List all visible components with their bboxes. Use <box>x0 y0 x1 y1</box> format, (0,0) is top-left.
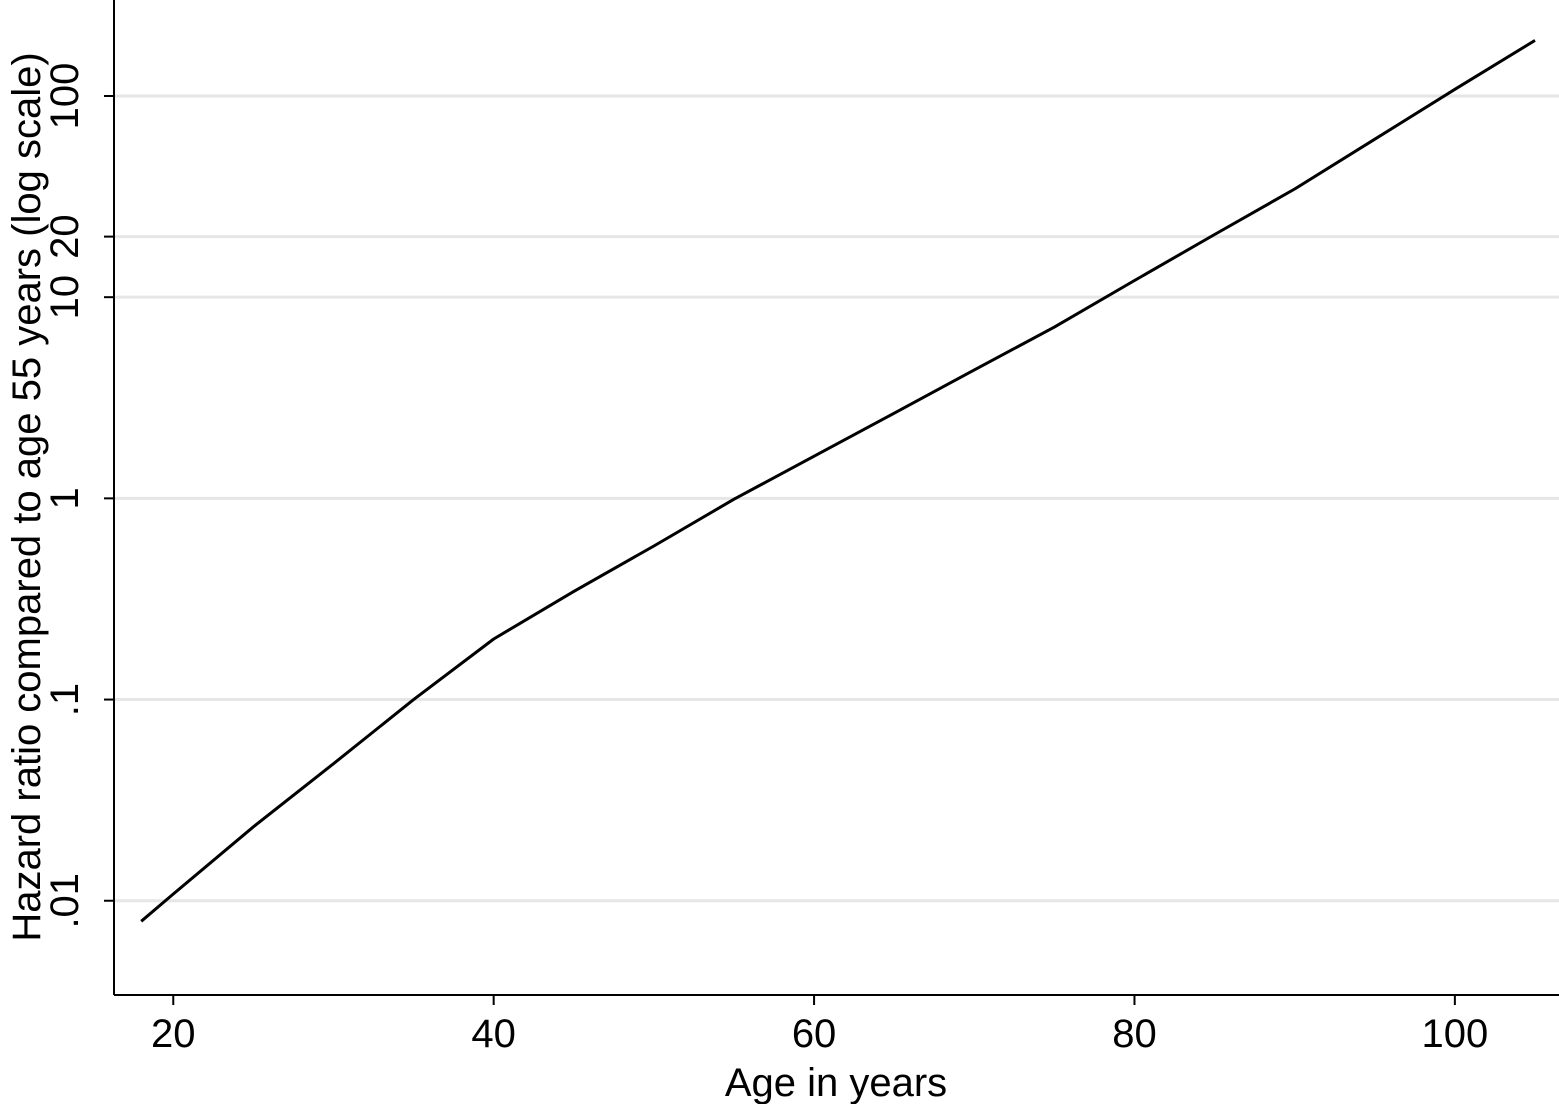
x-axis-title: Age in years <box>725 1061 947 1104</box>
y-tick-label: 10 <box>43 275 87 320</box>
y-ticks: .01 .1 1 10 20 100 <box>43 63 114 929</box>
x-ticks: 20 40 60 80 100 <box>151 995 1488 1056</box>
x-tick-label: 100 <box>1421 1012 1488 1056</box>
x-tick-label: 60 <box>792 1012 837 1056</box>
gridlines <box>114 94 1559 903</box>
series <box>140 39 1536 923</box>
x-tick-label: 80 <box>1112 1012 1157 1056</box>
series-line <box>140 39 1536 923</box>
x-tick-label: 20 <box>151 1012 196 1056</box>
y-tick-label: 20 <box>43 214 87 258</box>
y-tick-label: .1 <box>43 683 87 716</box>
y-tick-label: 100 <box>43 63 87 130</box>
y-axis-title: Hazard ratio compared to age 55 years (l… <box>5 52 49 941</box>
x-tick-label: 40 <box>471 1012 516 1056</box>
y-tick-label: 1 <box>43 487 87 509</box>
y-tick-label: .01 <box>43 873 87 929</box>
